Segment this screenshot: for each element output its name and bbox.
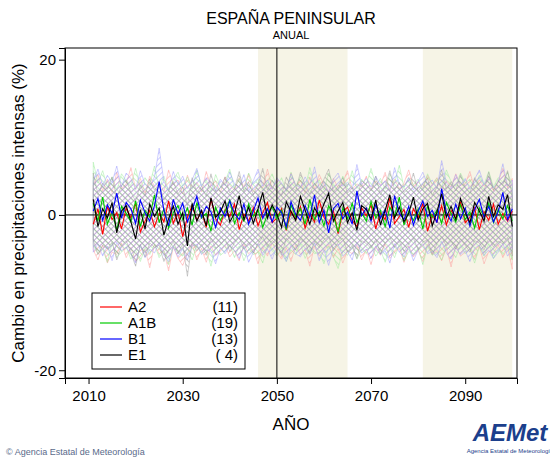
series-line bbox=[93, 192, 512, 246]
x-axis-title: AÑO bbox=[273, 415, 310, 434]
legend-count: (11) bbox=[212, 298, 238, 315]
chart-svg: 2010 2030 2050 2070 2090 -20 0 20 ESPAÑA PENINSU… bbox=[0, 0, 550, 462]
plot-area bbox=[65, 48, 517, 378]
legend-swatch bbox=[100, 338, 122, 339]
ensemble-band bbox=[93, 168, 512, 276]
x-tick-label: 2030 bbox=[167, 387, 200, 404]
legend-box bbox=[92, 293, 245, 369]
y-tick-label: 0 bbox=[48, 206, 56, 223]
background bbox=[0, 0, 550, 462]
y-axis: -20 0 20 bbox=[34, 49, 65, 379]
legend-count: (13) bbox=[211, 330, 238, 347]
x-tick-mark bbox=[465, 378, 466, 384]
legend-label: A1B bbox=[128, 314, 156, 331]
legend-label: E1 bbox=[128, 346, 146, 363]
x-tick: 2050 bbox=[261, 378, 294, 404]
x-tick-mark bbox=[183, 378, 184, 384]
x-tick-mark bbox=[371, 378, 372, 384]
legend-label: A2 bbox=[128, 298, 146, 315]
chart-subtitle: ANUAL bbox=[273, 29, 310, 41]
plot-frame bbox=[65, 48, 517, 378]
legend-count: ( 4) bbox=[216, 346, 239, 363]
x-tick: 2010 bbox=[72, 378, 105, 404]
x-tick-mark bbox=[89, 378, 90, 384]
x-axis: 2010 2030 2050 2070 2090 bbox=[66, 378, 518, 404]
x-tick: 2070 bbox=[355, 378, 388, 404]
legend: A2 (11) A1B (19) B1 (13) E1 ( 4) bbox=[92, 293, 245, 369]
x-tick-label: 2050 bbox=[261, 387, 294, 404]
chart-container: 2010 2030 2050 2070 2090 -20 0 20 ESPAÑA PENINSU… bbox=[0, 0, 550, 462]
y-tick-label: -20 bbox=[34, 362, 56, 379]
y-tick: 0 bbox=[48, 206, 65, 223]
y-tick: 20 bbox=[39, 51, 65, 68]
logo: AEMet bbox=[472, 419, 549, 446]
x-tick: 2090 bbox=[449, 378, 482, 404]
logo-caption: Agencia Estatal de Meteorología bbox=[467, 448, 550, 454]
legend-swatch bbox=[100, 306, 122, 307]
x-tick-label: 2090 bbox=[449, 387, 482, 404]
x-tick-label: 2070 bbox=[355, 387, 388, 404]
chart-title: ESPAÑA PENINSULAR bbox=[206, 8, 376, 27]
x-axis-line bbox=[66, 379, 518, 385]
legend-swatch bbox=[100, 354, 122, 355]
series-line bbox=[93, 182, 512, 233]
y-axis-line bbox=[59, 49, 66, 379]
x-tick-mark bbox=[277, 378, 278, 384]
y-tick-mark bbox=[59, 60, 65, 61]
x-tick: 2030 bbox=[167, 378, 200, 404]
legend-label: B1 bbox=[128, 330, 146, 347]
x-tick-label: 2010 bbox=[72, 387, 105, 404]
legend-swatch bbox=[100, 322, 122, 323]
y-tick-mark bbox=[59, 370, 65, 371]
y-tick: -20 bbox=[34, 362, 65, 379]
source-note: © Agencia Estatal de Meteorología bbox=[6, 447, 145, 457]
y-axis-title: Cambio en precipitaciones intensas (%) bbox=[9, 63, 28, 363]
y-tick-mark bbox=[59, 215, 65, 216]
y-tick-label: 20 bbox=[39, 51, 56, 68]
legend-count: (19) bbox=[211, 314, 238, 331]
